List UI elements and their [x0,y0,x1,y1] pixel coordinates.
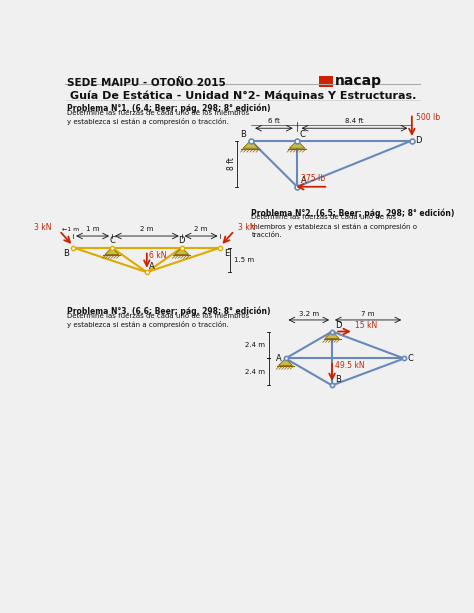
Text: nacap: nacap [335,74,382,88]
Text: 6 ft: 6 ft [268,118,280,124]
Polygon shape [175,248,189,254]
Text: 49.5 kN: 49.5 kN [335,361,365,370]
Text: 3 kN: 3 kN [34,223,52,232]
Text: 375 lb: 375 lb [301,174,325,183]
Text: 3 kN: 3 kN [237,223,255,232]
Polygon shape [243,140,258,148]
Text: 2.4 m: 2.4 m [246,342,265,348]
Text: D: D [415,136,421,145]
Text: 2.4 m: 2.4 m [246,369,265,375]
Text: 1.5 m: 1.5 m [235,257,255,263]
Text: 7 m: 7 m [361,311,375,317]
Text: Determine las fuerzas de cada uno de los miembros
y establezca si están a compre: Determine las fuerzas de cada uno de los… [67,110,249,125]
Polygon shape [279,359,292,365]
Text: Determine las fuerzas de cada uno de los
miembros y establezca si están a compre: Determine las fuerzas de cada uno de los… [251,215,418,238]
Text: 1 m: 1 m [86,226,100,232]
Text: E: E [224,249,229,258]
Text: B: B [240,130,246,139]
Text: Determine las fuerzas de cada uno de los miembros
y establezca si están a compre: Determine las fuerzas de cada uno de los… [67,313,249,329]
Text: D: D [335,321,342,330]
Polygon shape [105,248,119,254]
Text: Guía De Estática - Unidad N°2- Máquinas Y Estructuras.: Guía De Estática - Unidad N°2- Máquinas … [70,91,416,101]
Text: A: A [301,176,307,185]
Text: 3.2 m: 3.2 m [299,311,319,317]
Text: C: C [109,236,115,245]
Text: A: A [276,354,282,363]
Text: 8 ft: 8 ft [227,157,236,170]
Text: C: C [407,354,413,363]
Text: Problema N°3. (6.6; Beer; pág. 298; 8° edición): Problema N°3. (6.6; Beer; pág. 298; 8° e… [67,307,271,316]
Text: 500 lb: 500 lb [416,113,440,122]
Text: 6 kN: 6 kN [149,251,167,260]
Text: Problema N°2. (6.5; Beer; pág. 298; 8° edición): Problema N°2. (6.5; Beer; pág. 298; 8° e… [251,208,455,218]
Text: 2 m: 2 m [194,226,208,232]
Text: 15 kN: 15 kN [356,321,378,330]
Text: C: C [300,130,305,139]
Polygon shape [325,332,339,338]
Text: Problema N°1. (6.4; Beer; pág. 298; 8° edición): Problema N°1. (6.4; Beer; pág. 298; 8° e… [67,104,271,113]
Text: B: B [335,375,341,384]
Text: 8.4 ft: 8.4 ft [345,118,364,124]
Text: ←1 m: ←1 m [63,227,80,232]
FancyBboxPatch shape [319,76,333,86]
Text: D: D [178,236,185,245]
Text: SEDE MAIPU - OTOÑO 2015: SEDE MAIPU - OTOÑO 2015 [67,78,226,88]
Polygon shape [290,140,305,148]
Text: 2 m: 2 m [140,226,154,232]
Text: B: B [64,249,69,258]
Text: A: A [149,262,155,271]
